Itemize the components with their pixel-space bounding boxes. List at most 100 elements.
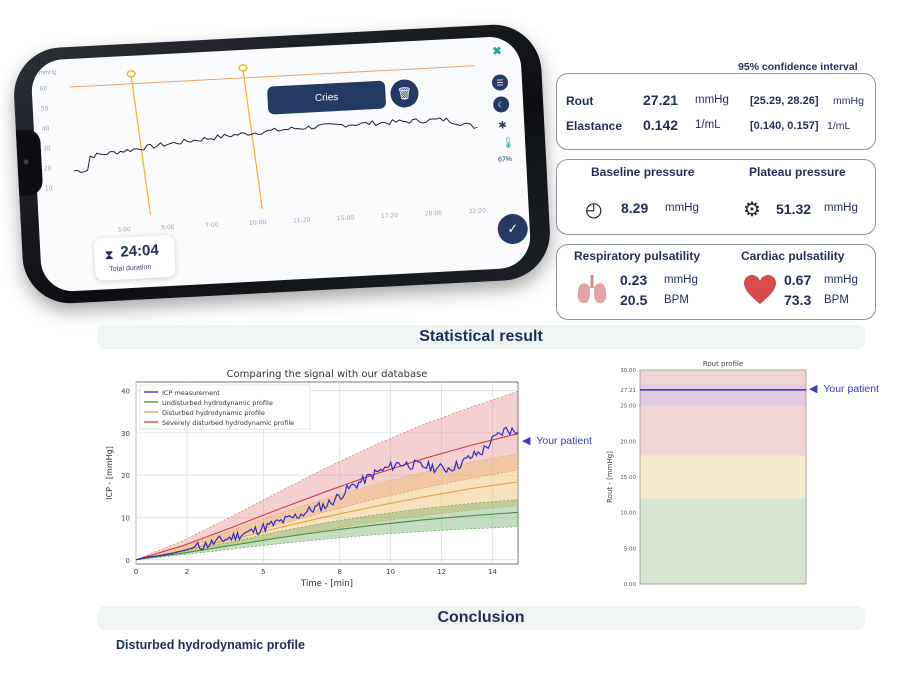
legend-box — [139, 384, 311, 430]
rout-unit: mmHg — [695, 94, 729, 106]
rout-y-tick: 0.00 — [624, 582, 637, 588]
phone-y-tick: 50 — [41, 105, 49, 112]
rout-band-2 — [640, 370, 806, 456]
legend-entry: Severely disturbed hydrodynamic profile — [162, 419, 294, 427]
plateau-label: Plateau pressure — [749, 165, 846, 179]
main-x-tick: 10 — [386, 568, 395, 576]
phone-notch — [15, 128, 44, 196]
cardiac-amplitude-unit: mmHg — [824, 274, 858, 286]
phone-threshold-line — [69, 65, 475, 88]
rout-band-1 — [640, 455, 806, 499]
total-duration-card: ⧗ 24:04 Total duration — [93, 234, 176, 281]
pulsatility-card: Respiratory pulsatility Cardiac pulsatil… — [556, 244, 876, 320]
phone-x-tick: 11:20 — [293, 217, 311, 225]
elastance-value: 0.142 — [643, 117, 679, 133]
thermometer-icon: 🌡 — [500, 136, 516, 150]
main-x-tick: 5 — [261, 568, 265, 576]
baseline-unit: mmHg — [665, 202, 699, 214]
phone-marker-handle — [126, 70, 136, 78]
main-x-tick: 12 — [437, 568, 446, 576]
phone-y-tick: 40 — [42, 125, 50, 132]
plateau-value: 51.32 — [776, 201, 812, 217]
comparison-chart: Comparing the signal with our database 0 2… — [105, 369, 519, 589]
phone-y-tick: 10 — [45, 185, 53, 192]
rout-ci-unit: mmHg — [833, 95, 864, 107]
main-y-tick: 20 — [121, 472, 130, 480]
rout-y-label: Rout - [mmHg] — [606, 451, 614, 503]
main-chart-title: Comparing the signal with our database — [227, 369, 428, 380]
rout-ci: [25.29, 28.26] — [750, 95, 819, 107]
phone-mockup: mmHg 60 50 40 30 20 10 3:00 5:00 7:00 10:00 11:20 15… — [11, 22, 553, 306]
phone-marker-line — [130, 75, 152, 216]
check-icon: ✓ — [506, 220, 519, 237]
band-1 — [135, 499, 519, 561]
your-patient-label-main: ◀ Your patient — [522, 435, 592, 447]
legend-entry: ICP measurement — [162, 389, 220, 397]
profile-line-3 — [135, 433, 519, 561]
statistical-result-banner: Statistical result — [97, 325, 865, 349]
rout-y-tick: 5.00 — [624, 546, 637, 552]
rout-elastance-card: Rout 27.21 mmHg [25.29, 28.26] mmHg Elas… — [556, 73, 876, 150]
rout-profile-chart: Rout profile 0.00 5.00 10.00 15.00 20.00 25.00… — [606, 360, 807, 588]
battery-level: 67% — [497, 155, 513, 164]
phone-x-tick: 5:00 — [161, 224, 175, 232]
main-y-tick: 40 — [121, 387, 130, 395]
rout-label: Rout — [566, 94, 594, 108]
gauge-low-icon: ◴ — [585, 199, 603, 221]
cardiac-rate-unit: BPM — [824, 294, 849, 306]
cardiac-label: Cardiac pulsatility — [741, 249, 845, 263]
phone-x-tick: 20:00 — [425, 210, 443, 218]
duration-label: Total duration — [109, 263, 152, 274]
cardiac-rate: 73.3 — [784, 292, 812, 308]
your-patient-label-rout: ◀ Your patient — [809, 383, 879, 395]
phone-trace-plot: mmHg 60 50 40 30 20 10 3:00 5:00 7:00 10:00 11:20 15… — [39, 64, 486, 234]
respiratory-amplitude: 0.23 — [620, 272, 648, 288]
main-y-tick: 10 — [121, 514, 130, 522]
main-chart-legend: ICP measurement Undisturbed hydrodynamic … — [139, 384, 311, 430]
baseline-label: Baseline pressure — [591, 165, 695, 179]
lungs-icon — [577, 275, 607, 303]
phone-icp-trace — [74, 117, 478, 173]
rout-chart-frame — [639, 369, 807, 585]
trash-icon: 🗑 — [396, 86, 413, 101]
heart-icon — [744, 275, 776, 304]
baseline-value: 8.29 — [621, 200, 649, 216]
rout-y-tick: 25.00 — [620, 404, 636, 410]
legend-entry: Disturbed hydrodynamic profile — [162, 409, 265, 417]
rout-y-tick: 15.00 — [620, 475, 636, 481]
cardiac-amplitude: 0.67 — [784, 272, 812, 288]
band-3 — [135, 390, 519, 561]
pressure-card: Baseline pressure Plateau pressure ◴ 8.2… — [556, 159, 876, 235]
legend-entry: Undisturbed hydrodynamic profile — [162, 399, 273, 407]
phone-x-tick: 17:20 — [381, 212, 399, 220]
rout-y-tick: 20.00 — [620, 439, 636, 445]
respiratory-rate-unit: BPM — [664, 294, 689, 306]
elastance-ci: [0.140, 0.157] — [750, 120, 819, 132]
phone-y-tick: 30 — [43, 145, 51, 152]
main-y-tick: 30 — [121, 430, 130, 438]
main-x-tick: 14 — [488, 568, 497, 576]
duration-value: 24:04 — [119, 241, 160, 261]
plateau-unit: mmHg — [824, 202, 858, 214]
main-y-tick: 0 — [126, 557, 130, 565]
rout-y-tick: 10.00 — [620, 511, 636, 517]
elastance-label: Elastance — [566, 119, 623, 133]
bluetooth-icon: ✱ — [498, 120, 507, 132]
rout-patient-tick: 27.21 — [620, 388, 636, 394]
main-x-tick: 8 — [337, 568, 341, 576]
ci-header: 95% confidence interval — [738, 61, 858, 73]
main-x-tick: 2 — [185, 568, 189, 576]
app-logo: ✖ — [492, 45, 502, 58]
phone-marker-handle — [238, 64, 248, 72]
profile-line-1 — [135, 511, 519, 561]
gauge-high-icon: ⚙ — [743, 199, 761, 221]
rout-band-3 — [640, 384, 806, 406]
conclusion-banner: Conclusion — [97, 606, 865, 630]
icp-measurement-line — [135, 426, 519, 561]
rout-band-0 — [640, 498, 806, 584]
conclusion-text: Disturbed hydrodynamic profile — [116, 638, 305, 652]
main-x-label: Time - [min] — [300, 579, 353, 589]
phone-y-tick: 60 — [40, 85, 48, 92]
phone-x-tick: 7:00 — [205, 221, 219, 229]
respiratory-rate: 20.5 — [620, 292, 648, 308]
